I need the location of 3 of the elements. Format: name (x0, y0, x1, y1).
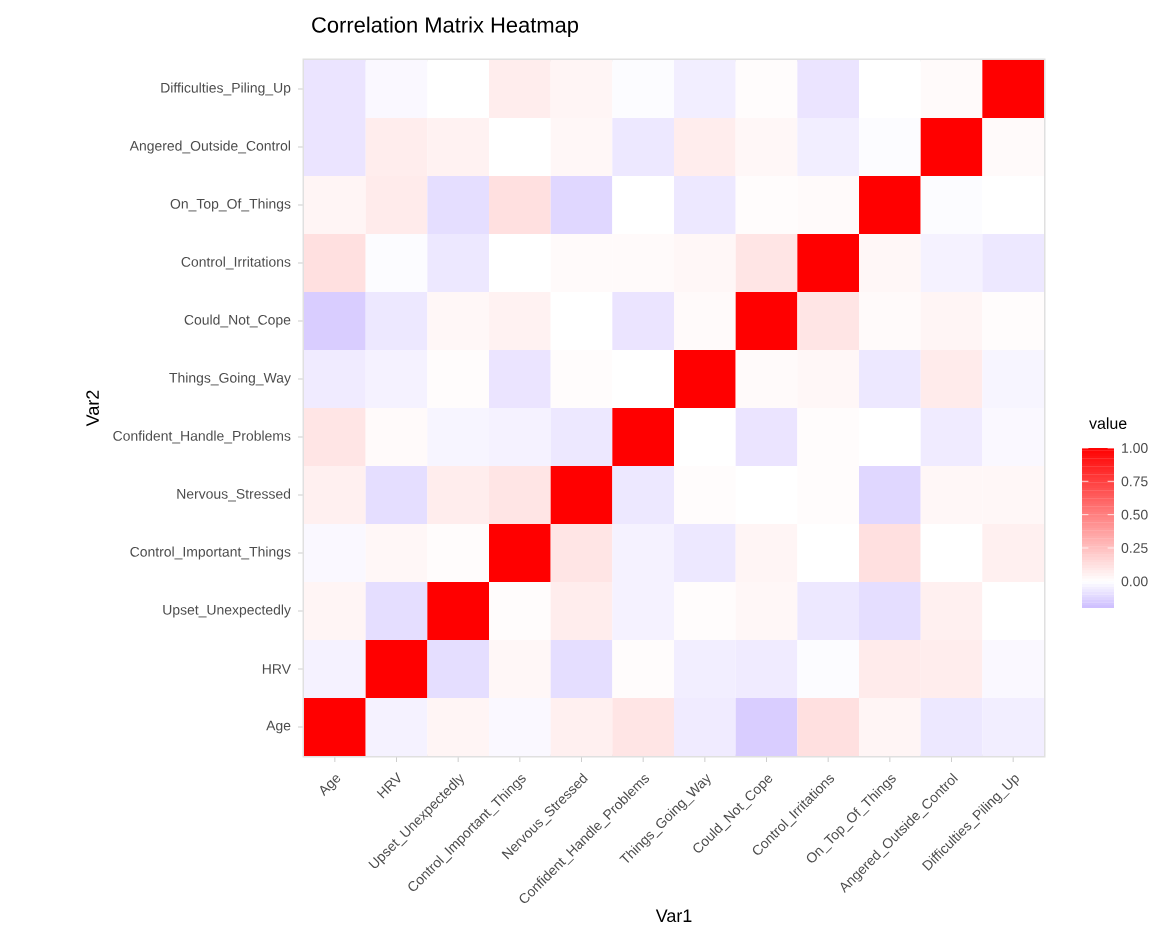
y-axis-title: Var2 (86, 390, 99, 427)
x-axis-title: Var1 (655, 909, 692, 923)
chart-title: Correlation Matrix Heatmap (312, 16, 579, 37)
